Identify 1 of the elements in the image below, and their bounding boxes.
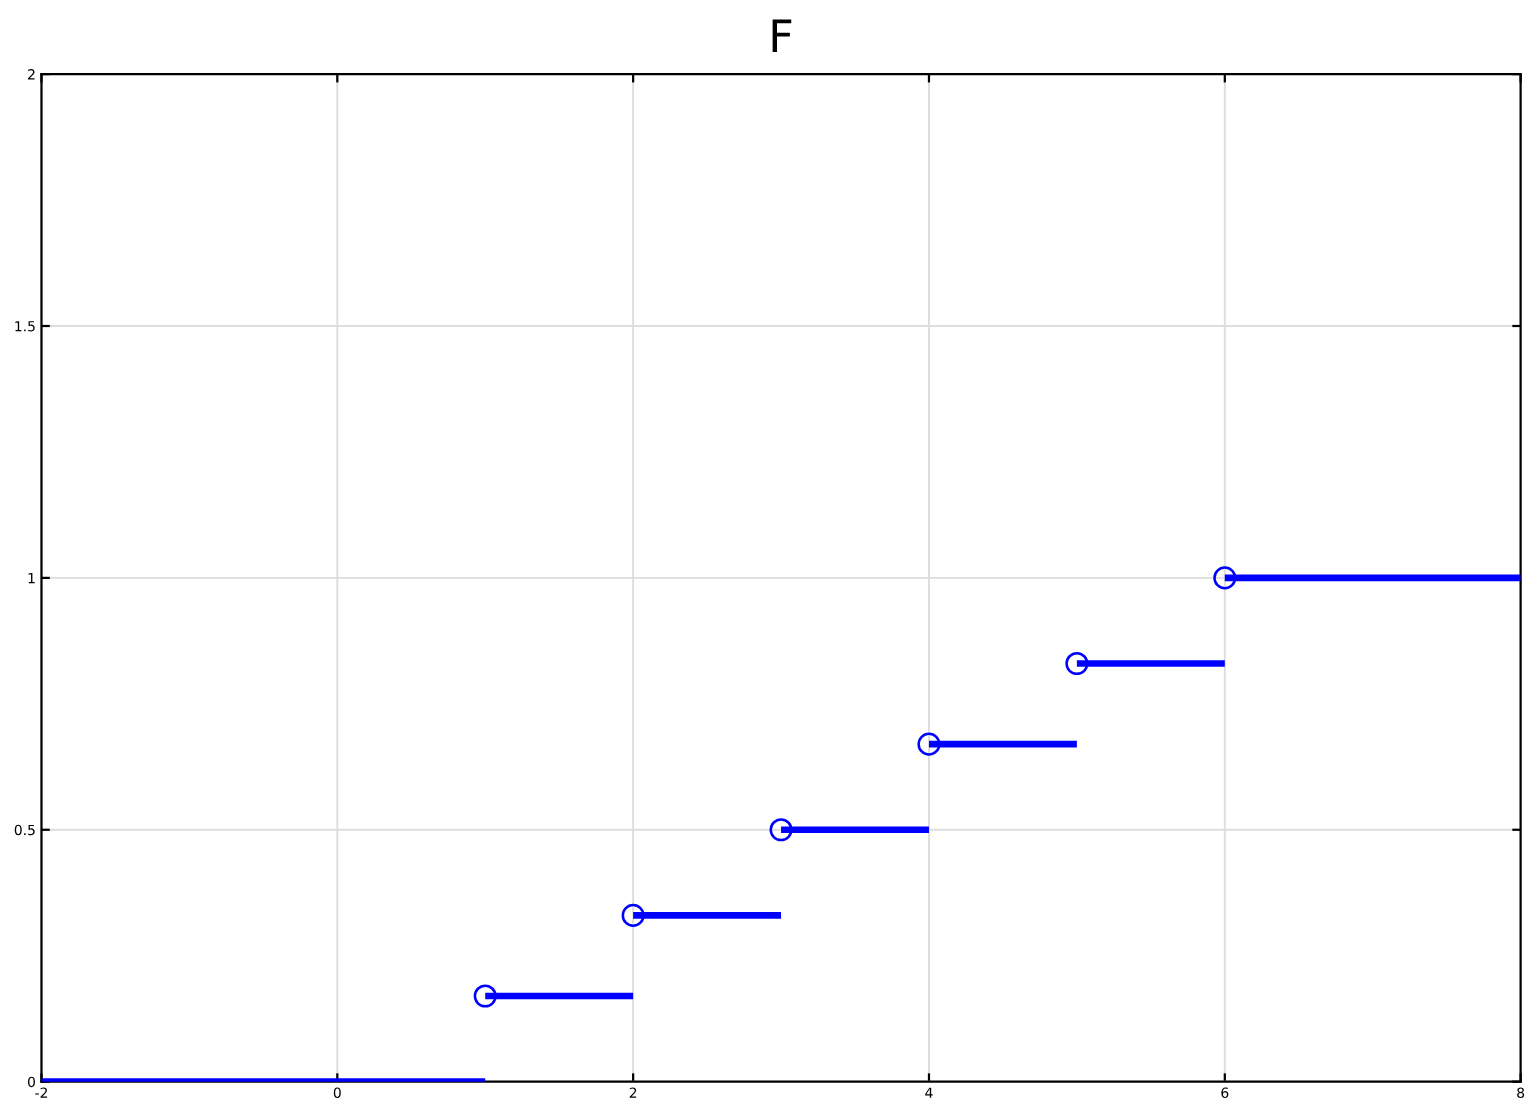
chart-title: F	[772, 19, 792, 52]
